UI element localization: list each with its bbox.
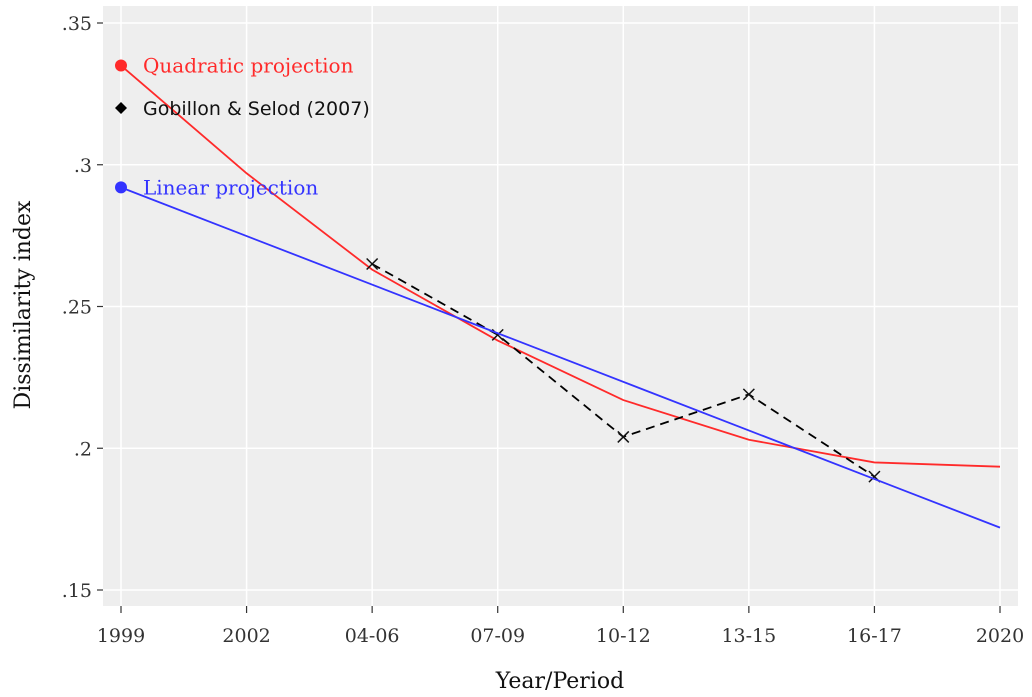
legend-marker-diamond: [115, 102, 127, 115]
x-tick-label: 2002: [222, 625, 270, 647]
series-line: [120, 64, 1001, 468]
marker-stroke: [617, 430, 630, 443]
legend-label: Linear projection: [143, 175, 318, 199]
x-tick-label: 1999: [97, 625, 145, 647]
marker-stroke: [366, 257, 379, 271]
y-tick-label: .3: [74, 155, 92, 177]
y-axis: .15 .2 .25 .3 .35: [62, 13, 103, 602]
series-layer: [115, 59, 1001, 529]
legend-label: Quadratic projection: [143, 54, 354, 78]
series-marker-x: [742, 388, 755, 401]
gridlines: [103, 6, 1018, 606]
series-start-marker: [115, 181, 127, 194]
x-tick-label: 07-09: [470, 625, 525, 647]
y-tick-label: .2: [74, 438, 92, 460]
legend: Quadratic projection Gobillon & Selod (20…: [115, 54, 370, 199]
x-tick-label: 16-17: [847, 625, 902, 647]
marker-stroke: [491, 328, 504, 341]
x-tick-label: 04-06: [345, 625, 400, 647]
x-tick-label: 13-15: [721, 625, 776, 647]
y-tick-label: .25: [62, 297, 92, 319]
marker-stroke: [868, 470, 881, 483]
series-marker-x: [617, 430, 630, 443]
y-tick-label: .35: [62, 13, 92, 35]
series-line: [120, 186, 1001, 529]
marker-stroke: [742, 388, 755, 401]
x-tick-label: 10-12: [596, 625, 651, 647]
y-axis-title: Dissimilarity index: [11, 200, 36, 409]
x-axis: 1999 2002 04-06 07-09 10-12 13-15 16-17 2020: [97, 606, 1024, 647]
y-tick-label: .15: [62, 580, 92, 602]
x-axis-title: Year/Period: [495, 669, 624, 694]
series-marker-x: [366, 257, 379, 271]
legend-label: Gobillon & Selod (2007): [143, 98, 370, 120]
series-start-marker: [115, 59, 127, 72]
x-tick-label: 2020: [976, 625, 1024, 647]
